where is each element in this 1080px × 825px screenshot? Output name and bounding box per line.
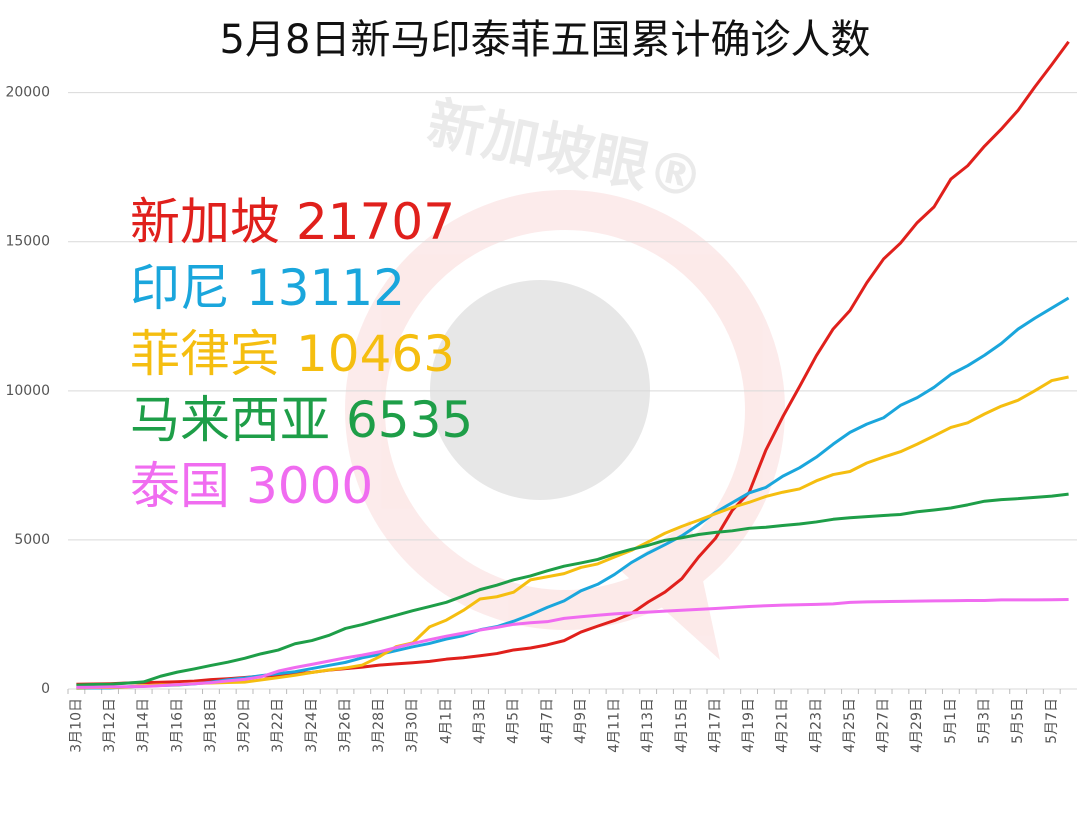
x-tick-label: 4月7日 [539, 698, 555, 744]
x-tick-label: 5月3日 [977, 698, 993, 744]
legend-entry: 印尼 13112 [130, 259, 405, 317]
series-line [76, 598, 1069, 689]
x-tick-label: 3月26日 [337, 698, 353, 753]
x-tick-label: 4月27日 [876, 698, 892, 753]
x-tick-label: 4月25日 [842, 698, 858, 753]
y-tick-label: 5000 [14, 532, 50, 548]
legend-entry: 新加坡 21707 [130, 193, 455, 251]
x-tick-label: 4月3日 [472, 698, 488, 744]
y-tick-label: 20000 [5, 85, 50, 101]
y-tick-label: 15000 [5, 234, 50, 250]
series-line [76, 375, 1069, 690]
x-tick-label: 4月15日 [674, 698, 690, 753]
legend-name: 新加坡 [130, 193, 280, 251]
x-tick-label: 3月10日 [68, 698, 84, 753]
x-tick-label: 4月11日 [607, 698, 623, 753]
x-tick-label: 3月24日 [304, 698, 320, 753]
legend-value: 3000 [246, 457, 373, 515]
x-tick-label: 3月14日 [136, 698, 152, 753]
x-tick-label: 4月9日 [573, 698, 589, 744]
x-tick-label: 4月5日 [506, 698, 522, 744]
x-tick-label: 3月20日 [237, 698, 253, 753]
legend-name: 菲律宾 [130, 325, 280, 383]
y-tick-label: 0 [41, 681, 50, 697]
x-tick-label: 4月21日 [775, 698, 791, 753]
x-tick-label: 4月19日 [741, 698, 757, 753]
x-tick-label: 3月16日 [169, 698, 185, 753]
x-tick-label: 5月7日 [1044, 698, 1060, 744]
x-tick-label: 3月12日 [102, 698, 118, 753]
x-tick-label: 3月28日 [371, 698, 387, 753]
watermark-logo [345, 190, 785, 660]
x-tick-label: 4月13日 [640, 698, 656, 753]
x-tick-label: 3月18日 [203, 698, 219, 753]
legend-value: 13112 [246, 259, 405, 317]
legend-entry: 菲律宾 10463 [130, 325, 455, 383]
legend-name: 马来西亚 [130, 391, 330, 449]
legend-value: 21707 [296, 193, 455, 251]
x-tick-label: 4月1日 [438, 698, 454, 744]
x-tick-label: 4月17日 [707, 698, 723, 753]
series-line [76, 492, 1069, 687]
x-tick-label: 3月22日 [270, 698, 286, 753]
legend-entry: 泰国 3000 [130, 457, 373, 515]
legend-value: 6535 [346, 391, 473, 449]
x-tick-label: 5月5日 [1010, 698, 1026, 744]
y-tick-label: 10000 [5, 383, 50, 399]
legend-name: 泰国 [130, 457, 230, 515]
x-tick-label: 3月30日 [405, 698, 421, 753]
legend-name: 印尼 [130, 259, 230, 317]
x-tick-label: 4月29日 [909, 698, 925, 753]
x-tick-label: 5月1日 [943, 698, 959, 744]
legend-entry: 马来西亚 6535 [130, 391, 473, 449]
x-tick-label: 4月23日 [808, 698, 824, 753]
legend-value: 10463 [296, 325, 455, 383]
chart-title: 5月8日新马印泰菲五国累计确诊人数 [220, 17, 871, 63]
